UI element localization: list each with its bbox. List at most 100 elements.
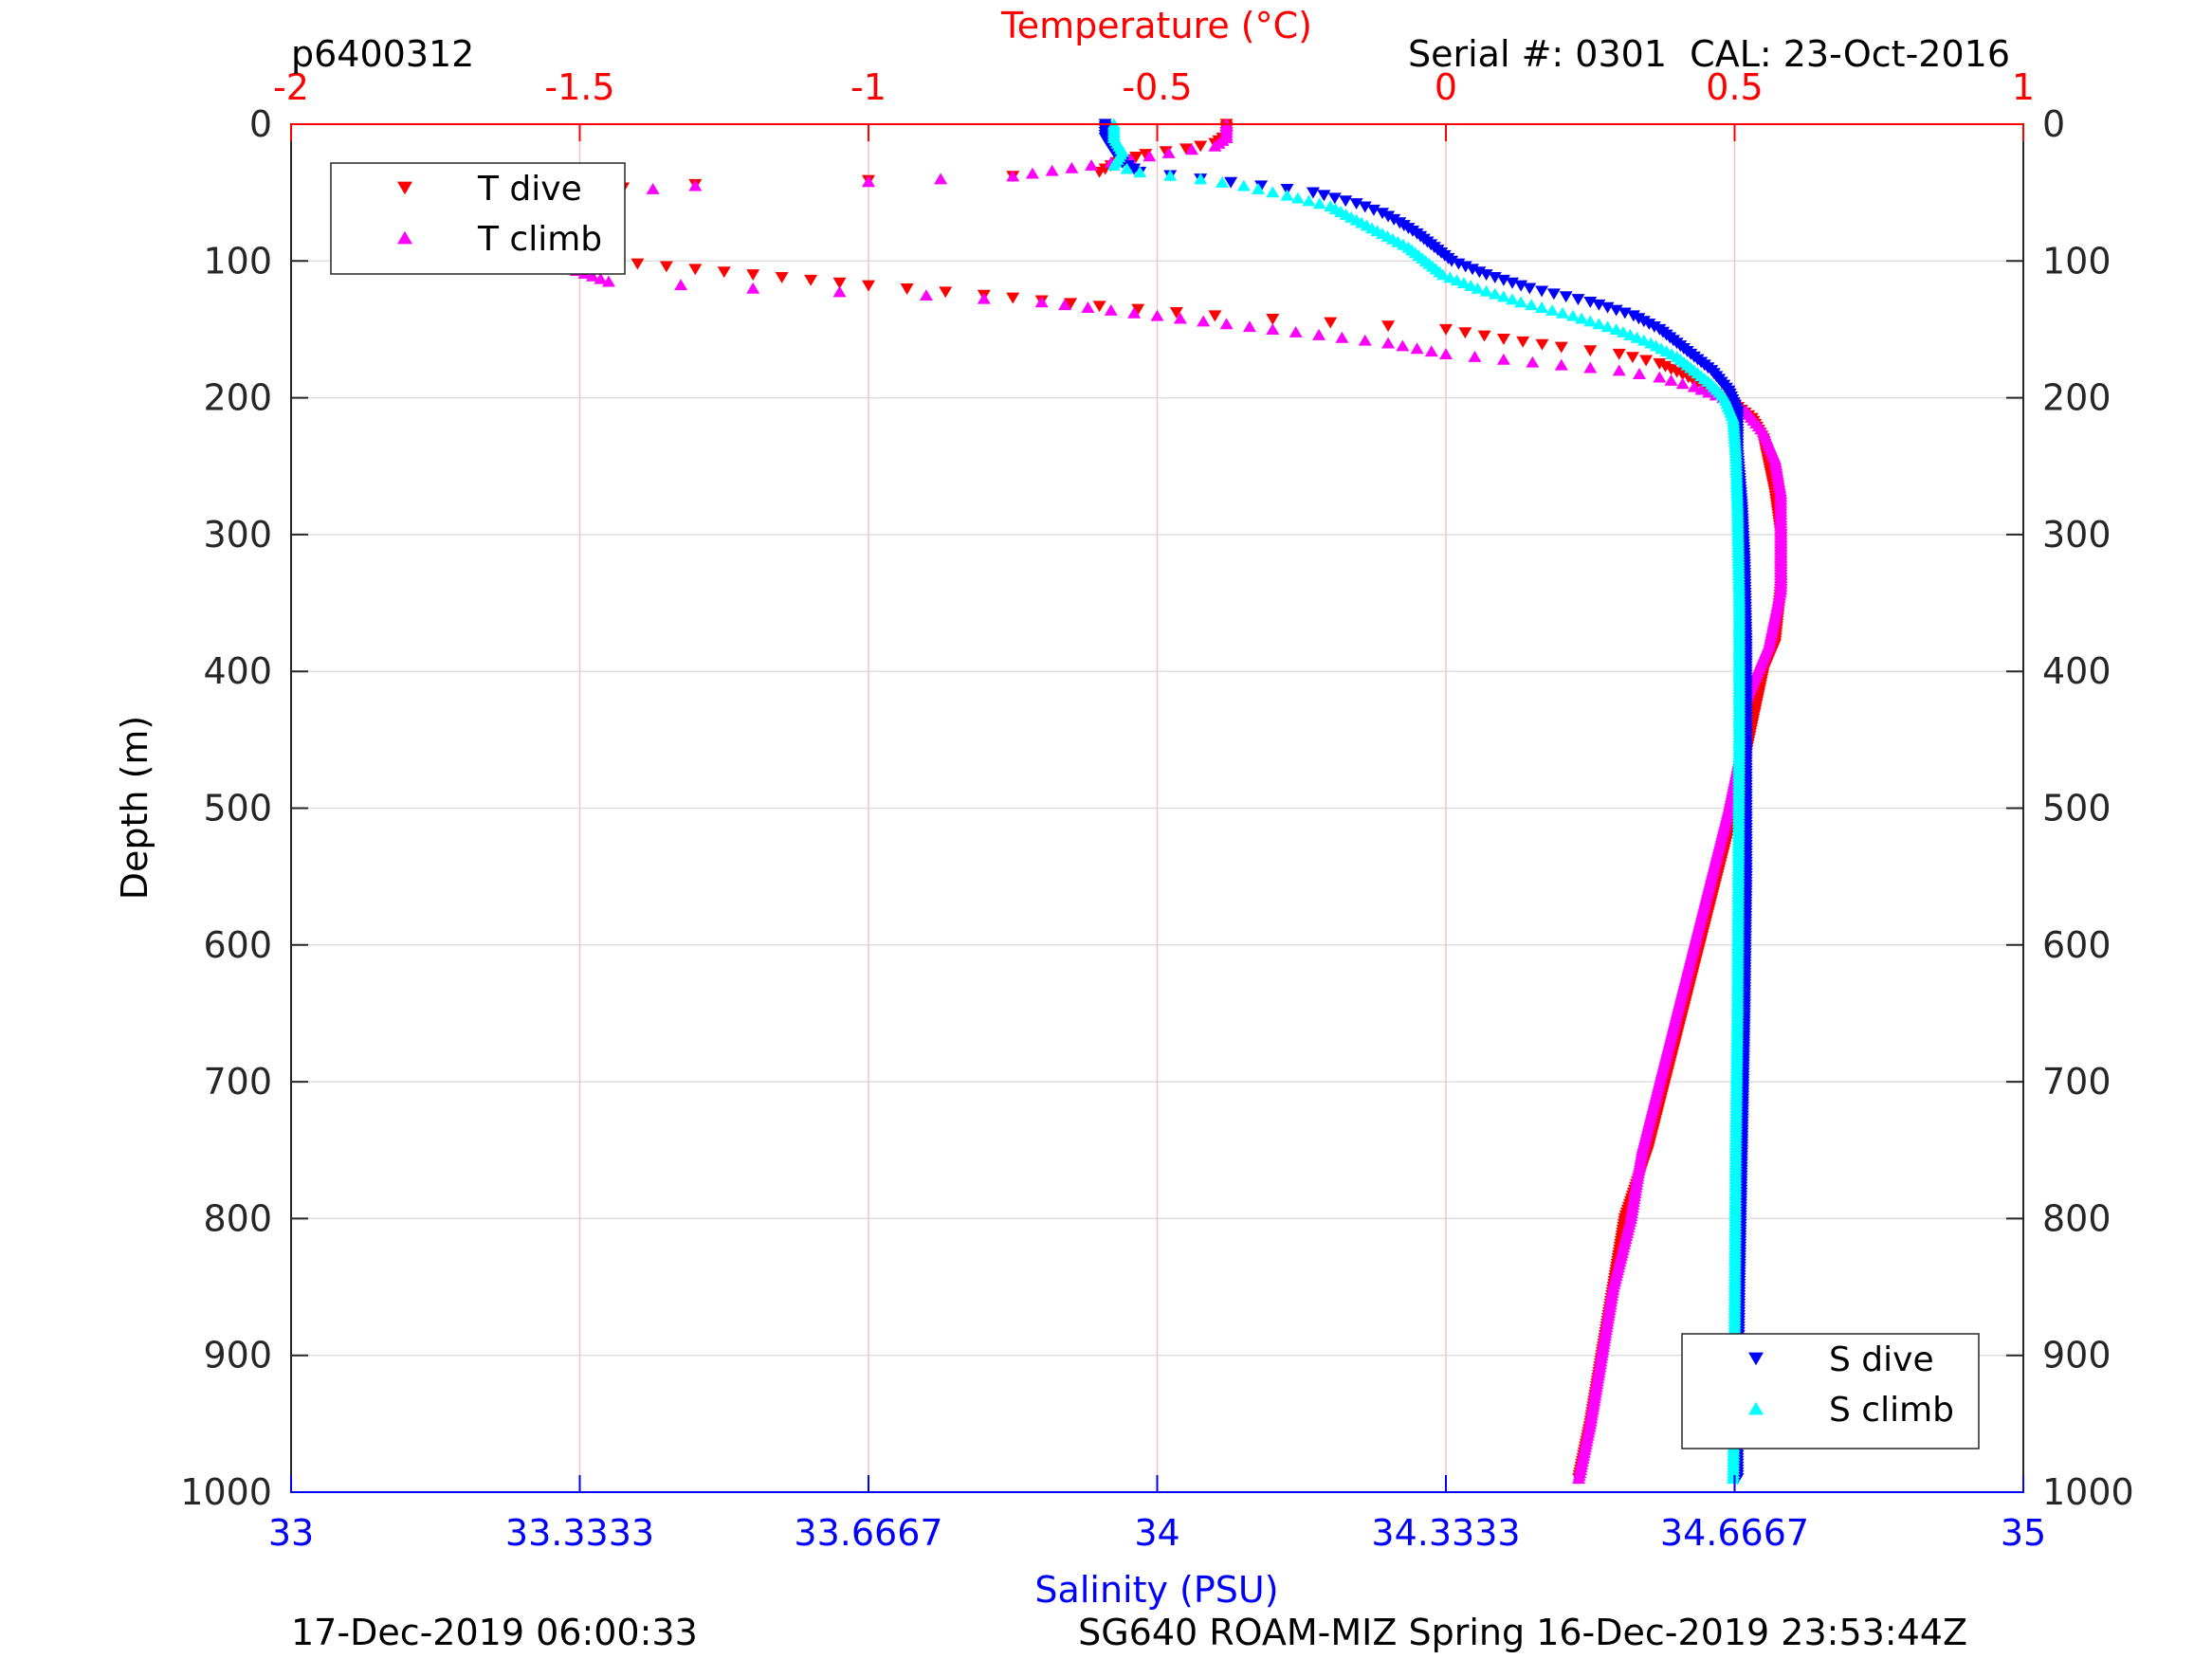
data-point xyxy=(1208,310,1222,322)
data-point xyxy=(832,285,847,298)
depth-tick-label-left: 300 xyxy=(203,514,272,556)
data-point xyxy=(1535,301,1549,313)
legends: T dive T climb S dive S climb xyxy=(330,162,1980,1449)
data-point xyxy=(659,261,673,273)
data-point xyxy=(832,277,847,289)
footer-mission: SG640 ROAM-MIZ Spring 16-Dec-2019 23:53:… xyxy=(1078,1612,1967,1653)
data-point xyxy=(1516,336,1530,348)
data-point xyxy=(1216,176,1230,188)
temperature-tick-label: -1 xyxy=(850,66,887,108)
depth-tick-label-left: 900 xyxy=(203,1335,272,1376)
data-point xyxy=(1575,312,1589,324)
depth-tick-label-right: 0 xyxy=(2042,103,2065,145)
data-point xyxy=(1104,303,1118,316)
data-point xyxy=(1173,312,1187,324)
data-point xyxy=(1694,383,1709,395)
data-point xyxy=(1317,190,1331,202)
data-point xyxy=(1506,293,1520,305)
data-point xyxy=(1583,361,1598,374)
legend-marker xyxy=(1748,1352,1764,1366)
data-point xyxy=(1366,204,1380,216)
depth-tick-label-right: 1000 xyxy=(2042,1471,2134,1513)
data-point xyxy=(900,283,914,295)
data-point xyxy=(977,292,991,304)
data-point xyxy=(1169,307,1183,319)
data-point xyxy=(1554,358,1568,371)
axes: 0 0 100 100 200 200 300 300 400 400 500 500 600 600 70… xyxy=(180,66,2133,1554)
data-point xyxy=(1664,374,1678,386)
temperature-axis-title: Temperature (°C) xyxy=(1000,5,1312,46)
data-point xyxy=(934,173,948,185)
data-point xyxy=(1523,283,1537,295)
data-point xyxy=(1381,210,1396,223)
depth-tick-label-left: 400 xyxy=(203,650,272,692)
temperature-tick-label: -1.5 xyxy=(544,66,614,108)
depth-tick-label-left: 100 xyxy=(203,240,272,282)
temperature-tick-label: 0.5 xyxy=(1706,66,1763,108)
depth-tick-label-right: 400 xyxy=(2042,650,2111,692)
serial-calibration: Serial #: 0301 CAL: 23-Oct-2016 xyxy=(1408,33,2010,75)
temperature-tick-label: -0.5 xyxy=(1122,66,1192,108)
depth-tick-label-right: 500 xyxy=(2042,788,2111,830)
data-point xyxy=(1161,147,1176,158)
salinity-tick-label: 35 xyxy=(2001,1512,2046,1554)
data-point xyxy=(1194,140,1208,153)
data-point xyxy=(1266,314,1280,325)
data-point xyxy=(1525,299,1539,311)
depth-tick-label-right: 600 xyxy=(2042,924,2111,966)
data-point xyxy=(1636,334,1651,346)
data-point xyxy=(1185,143,1199,155)
data-point xyxy=(862,280,875,292)
data-point xyxy=(1496,353,1510,365)
data-point xyxy=(1559,291,1573,303)
data-point xyxy=(1496,290,1510,302)
data-point xyxy=(688,179,703,191)
depth-tick-label-left: 600 xyxy=(203,924,272,966)
data-point xyxy=(1387,213,1401,226)
salinity-tick-label: 33 xyxy=(268,1512,314,1554)
data-point xyxy=(1612,364,1626,376)
data-point xyxy=(1006,292,1020,304)
data-point xyxy=(1236,179,1251,191)
salinity-tick-label: 33.6667 xyxy=(794,1512,942,1554)
data-point xyxy=(1242,320,1256,333)
data-point xyxy=(1306,187,1320,199)
data-point xyxy=(1572,1472,1586,1485)
data-point xyxy=(1127,163,1142,175)
data-point xyxy=(1623,328,1637,340)
data-point xyxy=(919,289,933,301)
data-point xyxy=(1025,167,1039,179)
data-point xyxy=(1592,318,1606,330)
data-point xyxy=(1266,186,1280,198)
data-point xyxy=(1085,158,1099,171)
data-point xyxy=(1450,274,1464,286)
footer-timestamp: 17-Dec-2019 06:00:33 xyxy=(291,1612,698,1653)
data-point xyxy=(1312,197,1326,210)
data-point xyxy=(1381,320,1396,333)
data-point xyxy=(1324,317,1338,329)
data-point xyxy=(1616,326,1630,337)
data-point xyxy=(1163,169,1178,181)
data-point xyxy=(1127,306,1142,319)
data-point xyxy=(1120,162,1134,174)
data-point xyxy=(1456,277,1471,288)
data-point xyxy=(1224,176,1238,189)
data-point xyxy=(1252,183,1266,194)
legend-marker xyxy=(397,230,412,245)
data-point xyxy=(674,279,688,291)
data-point xyxy=(1219,318,1234,330)
data-point xyxy=(1376,208,1390,220)
depth-tick-label-left: 500 xyxy=(203,788,272,830)
data-point xyxy=(594,272,608,284)
data-point xyxy=(1339,195,1353,208)
data-point xyxy=(646,183,660,194)
data-point xyxy=(1439,323,1453,336)
data-point xyxy=(1150,309,1164,321)
data-point xyxy=(1488,287,1502,300)
temperature-tick-label: -2 xyxy=(273,66,309,108)
data-point xyxy=(1289,326,1303,337)
data-point xyxy=(1571,294,1585,306)
data-point xyxy=(1687,380,1701,392)
data-point xyxy=(1396,339,1410,352)
